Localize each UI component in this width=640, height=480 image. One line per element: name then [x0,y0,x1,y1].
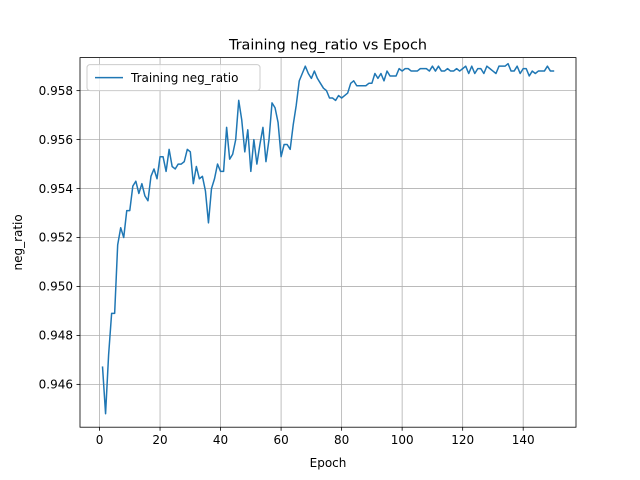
x-tick-label: 80 [334,433,349,447]
y-tick-label: 0.948 [39,329,73,343]
y-tick-label: 0.954 [39,182,73,196]
y-tick-label: 0.950 [39,280,73,294]
y-tick-label: 0.958 [39,84,73,98]
legend-box [86,64,261,92]
y-axis-label: neg_ratio [11,214,25,270]
x-tick-label: 40 [213,433,228,447]
y-axis-ticks: 0.946 0.948 0.950 0.952 0.954 0.956 0.958 [39,84,80,392]
x-axis-ticks: 0 20 40 60 80 100 120 140 [96,427,535,447]
series-line-training-neg-ratio [101,62,555,415]
grid-lines [80,57,576,428]
y-tick-label: 0.956 [39,133,73,147]
x-tick-label: 60 [273,433,288,447]
x-tick-label: 20 [152,433,167,447]
legend-label: Training neg_ratio [130,71,238,85]
plot-frame [79,57,577,428]
x-tick-label: 120 [451,433,474,447]
x-axis-label: Epoch [310,456,347,470]
x-tick-label: 140 [512,433,535,447]
x-tick-label: 100 [391,433,414,447]
y-tick-label: 0.952 [39,231,73,245]
chart-title: Training neg_ratio vs Epoch [228,38,427,54]
y-tick-label: 0.946 [39,378,73,392]
legend: Training neg_ratio [86,64,261,92]
x-tick-label: 0 [96,433,104,447]
series-layer [101,62,555,415]
